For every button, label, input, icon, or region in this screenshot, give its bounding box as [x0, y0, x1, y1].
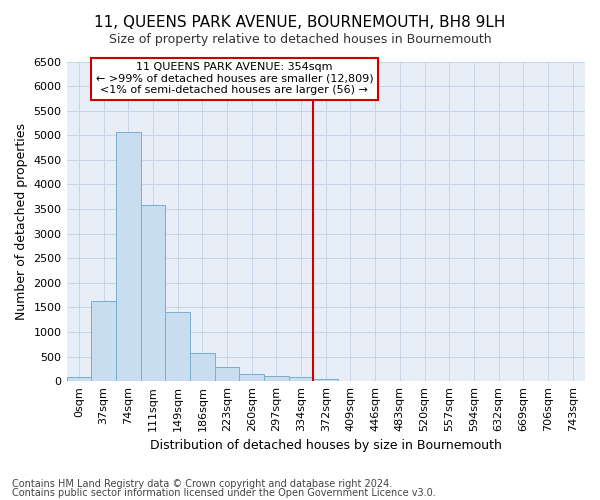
- Y-axis label: Number of detached properties: Number of detached properties: [15, 123, 28, 320]
- Bar: [264, 376, 289, 381]
- Bar: [67, 378, 91, 381]
- Bar: [313, 378, 338, 381]
- Bar: [91, 302, 116, 381]
- Bar: [190, 353, 215, 381]
- Bar: [239, 374, 264, 381]
- Text: Contains HM Land Registry data © Crown copyright and database right 2024.: Contains HM Land Registry data © Crown c…: [12, 479, 392, 489]
- X-axis label: Distribution of detached houses by size in Bournemouth: Distribution of detached houses by size …: [150, 440, 502, 452]
- Bar: [140, 206, 165, 381]
- Text: 11, QUEENS PARK AVENUE, BOURNEMOUTH, BH8 9LH: 11, QUEENS PARK AVENUE, BOURNEMOUTH, BH8…: [94, 15, 506, 30]
- Bar: [215, 367, 239, 381]
- Bar: [165, 312, 190, 381]
- Text: 11 QUEENS PARK AVENUE: 354sqm
← >99% of detached houses are smaller (12,809)
<1%: 11 QUEENS PARK AVENUE: 354sqm ← >99% of …: [95, 62, 373, 96]
- Bar: [289, 378, 313, 381]
- Text: Contains public sector information licensed under the Open Government Licence v3: Contains public sector information licen…: [12, 488, 436, 498]
- Text: Size of property relative to detached houses in Bournemouth: Size of property relative to detached ho…: [109, 32, 491, 46]
- Bar: [116, 132, 140, 381]
